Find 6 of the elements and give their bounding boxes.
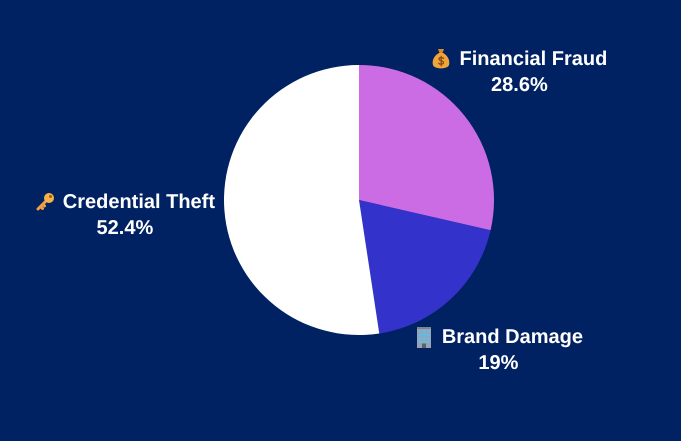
data-label: 28.6% bbox=[491, 74, 548, 96]
data-label: 52.4% bbox=[96, 216, 154, 239]
slice-label: Financial Fraud bbox=[459, 48, 608, 70]
slice-label: Credential Theft bbox=[62, 190, 216, 213]
slice-label: Brand Damage bbox=[442, 326, 583, 348]
data-label: 19% bbox=[478, 352, 519, 374]
